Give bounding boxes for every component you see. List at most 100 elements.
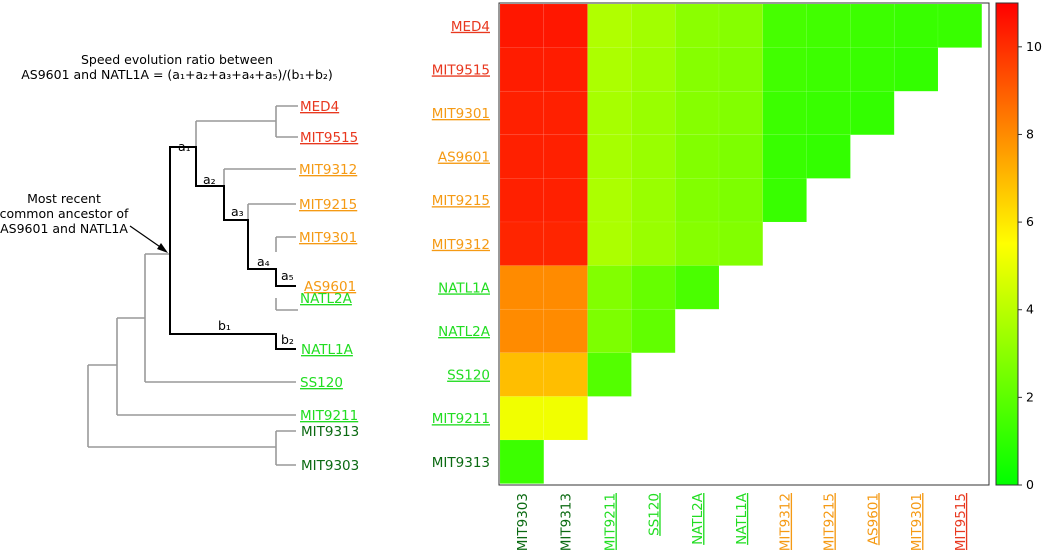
tree-leaf-ss120: SS120 — [300, 375, 343, 391]
row-label-mit9515: MIT9515 — [432, 62, 490, 78]
heatmap-cell-mit9312-natl1a — [718, 221, 764, 266]
colorbar-gradient — [995, 2, 1019, 486]
tree-leaf-natl2a: NATL2A — [300, 291, 353, 307]
heatmap-cell-natl2a-ss120 — [631, 308, 676, 354]
heatmap-cell-med4-mit9313 — [543, 3, 588, 48]
tree-leaf-as9601: AS9601 — [304, 279, 356, 295]
heatmap-cell-as9601-mit9313 — [543, 134, 588, 179]
annotation-line3: AS9601 and NATL1A — [0, 221, 128, 236]
heatmap-cell-as9601-mit9215 — [806, 134, 851, 179]
heatmap-cell-ss120-mit9303 — [499, 352, 545, 397]
annotation-line2: common ancestor of — [0, 206, 129, 221]
heatmap-cell-mit9312-mit9313 — [543, 221, 588, 266]
heatmap-cell-as9601-mit9211 — [587, 134, 632, 179]
heatmap-cell-med4-mit9303 — [499, 3, 545, 48]
heatmap-frame — [498, 2, 990, 486]
heatmap-cell-med4-natl2a — [674, 3, 720, 48]
heatmap-cells — [499, 3, 983, 484]
heatmap-cell-med4-as9601 — [850, 3, 895, 48]
heatmap-cell-mit9312-ss120 — [631, 221, 676, 266]
heatmap-cell-mit9215-natl1a — [718, 178, 764, 223]
heatmap-cell-mit9215-mit9211 — [587, 178, 632, 223]
heatmap-cell-mit9515-mit9211 — [587, 47, 632, 92]
heatmap-cell-mit9515-as9601 — [850, 47, 895, 92]
row-label-mit9313: MIT9313 — [432, 455, 490, 471]
column-label-ss120: SS120 — [646, 493, 662, 536]
row-label-mit9215: MIT9215 — [432, 193, 490, 209]
column-label-natl2a: NATL2A — [690, 492, 706, 545]
heatmap-cell-med4-mit9312 — [762, 3, 807, 48]
column-label-mit9303: MIT9303 — [515, 493, 531, 550]
tree-leaf-labels: MED4MIT9515MIT9312MIT9215MIT9301AS9601NA… — [299, 99, 359, 474]
colorbar-tick-label: 6 — [1026, 214, 1034, 229]
heatmap-cell-mit9515-natl1a — [718, 47, 764, 92]
heatmap-cell-mit9211-mit9313 — [543, 396, 588, 441]
branch-label-a1: a₁ — [178, 139, 191, 154]
heatmap-cell-ss120-mit9211 — [587, 352, 632, 397]
heatmap-cell-natl2a-mit9313 — [543, 308, 588, 354]
heatmap-cell-natl1a-ss120 — [631, 265, 676, 310]
tree-title-line1: Speed evolution ratio between — [81, 52, 273, 67]
heatmap-cell-mit9301-mit9215 — [806, 90, 851, 136]
branch-label-a5: a₅ — [281, 268, 294, 283]
heatmap-cell-mit9515-mit9313 — [543, 47, 588, 92]
heatmap-cell-natl1a-mit9211 — [587, 265, 632, 310]
row-label-med4: MED4 — [451, 19, 490, 35]
heatmap-cell-natl1a-mit9313 — [543, 265, 588, 310]
heatmap-cell-mit9215-ss120 — [631, 178, 676, 223]
tree-leaf-mit9303: MIT9303 — [301, 458, 359, 474]
row-label-ss120: SS120 — [447, 368, 490, 384]
heatmap-cell-mit9312-natl2a — [674, 221, 720, 266]
heatmap-cell-mit9301-natl1a — [718, 90, 764, 136]
row-label-natl2a: NATL2A — [438, 324, 491, 340]
heatmap-cell-mit9301-natl2a — [674, 90, 720, 136]
heatmap-cell-mit9515-mit9312 — [762, 47, 807, 92]
tree-branches-gray — [87, 105, 298, 466]
column-label-mit9215: MIT9215 — [822, 493, 838, 550]
branch-label-b1: b₁ — [218, 318, 231, 333]
heatmap-cell-med4-ss120 — [631, 3, 676, 48]
heatmap-cell-as9601-mit9303 — [499, 134, 545, 179]
tree-leaf-mit9211: MIT9211 — [300, 408, 358, 424]
annotation-arrow — [129, 225, 168, 253]
heatmap-cell-mit9301-mit9211 — [587, 90, 632, 136]
heatmap-cell-med4-mit9211 — [587, 3, 632, 48]
tree-leaf-mit9312: MIT9312 — [299, 162, 357, 178]
heatmap-cell-as9601-natl2a — [674, 134, 720, 179]
heatmap-cell-natl2a-mit9303 — [499, 308, 545, 354]
row-label-as9601: AS9601 — [438, 150, 490, 166]
heatmap-cell-med4-mit9515 — [937, 3, 983, 48]
branch-label-a4: a₄ — [257, 254, 270, 269]
tree-leaf-mit9301: MIT9301 — [299, 230, 357, 246]
heatmap-cell-mit9215-mit9303 — [499, 178, 545, 223]
colorbar-tick-label: 8 — [1026, 126, 1034, 141]
heatmap-cell-mit9313-mit9303 — [499, 439, 545, 484]
heatmap-cell-med4-mit9215 — [806, 3, 851, 48]
tree-title-line2: AS9601 and NATL1A = (a₁+a₂+a₃+a₄+a₅)/(b₁… — [21, 67, 333, 82]
tree-leaf-mit9515: MIT9515 — [300, 130, 358, 146]
heatmap-cell-mit9301-as9601 — [850, 90, 895, 136]
heatmap-cell-med4-mit9301 — [893, 3, 939, 48]
heatmap-cell-mit9312-mit9211 — [587, 221, 632, 266]
colorbar-tick-label: 4 — [1026, 302, 1034, 317]
heatmap-cell-mit9211-mit9303 — [499, 396, 545, 441]
colorbar-tick-label: 2 — [1026, 389, 1034, 404]
tree-highlight-path — [169, 146, 296, 350]
tree-leaf-natl1a: NATL1A — [301, 342, 354, 358]
heatmap-cell-mit9312-mit9303 — [499, 221, 545, 266]
column-label-natl1a: NATL1A — [734, 492, 750, 545]
colorbar-ticks: 0 2 4 6 8 10 — [1018, 39, 1042, 492]
heatmap-cell-mit9301-mit9303 — [499, 90, 545, 136]
heatmap-cell-mit9215-mit9312 — [762, 178, 807, 223]
heatmap-cell-mit9215-mit9313 — [543, 178, 588, 223]
tree-leaf-med4: MED4 — [300, 99, 339, 115]
row-label-mit9301: MIT9301 — [432, 106, 490, 122]
tree-leaf-mit9215: MIT9215 — [299, 197, 357, 213]
tree-leaf-mit9313: MIT9313 — [301, 424, 359, 440]
heatmap-cell-mit9301-ss120 — [631, 90, 676, 136]
heatmap-cell-mit9215-natl2a — [674, 178, 720, 223]
heatmap-cell-natl2a-mit9211 — [587, 308, 632, 354]
column-label-mit9312: MIT9312 — [778, 493, 794, 550]
column-label-mit9313: MIT9313 — [559, 493, 575, 550]
